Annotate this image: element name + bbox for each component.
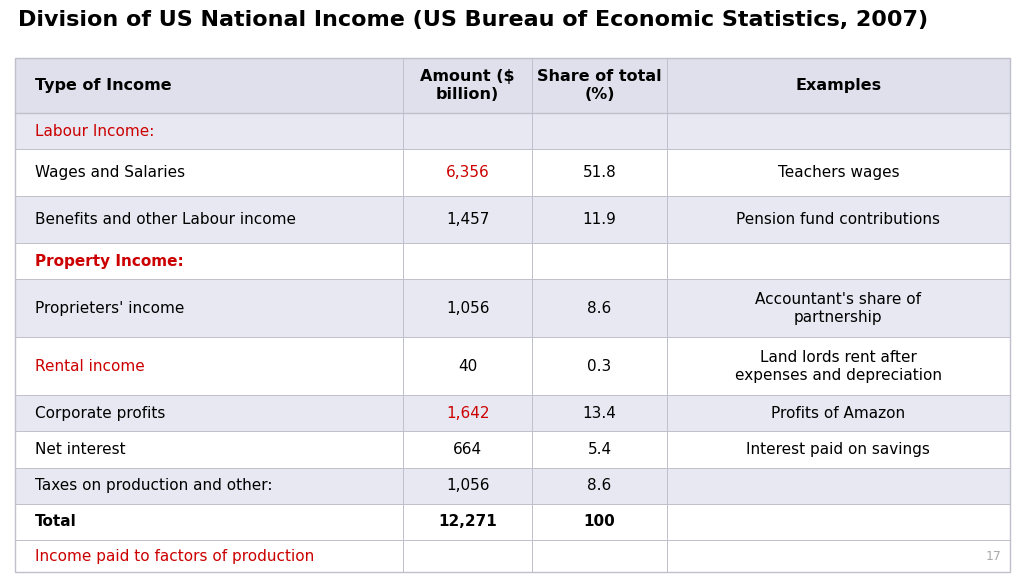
Text: Total: Total xyxy=(35,514,77,529)
Text: 1,642: 1,642 xyxy=(446,406,489,421)
Text: Accountant's share of
partnership: Accountant's share of partnership xyxy=(756,292,922,325)
Bar xyxy=(15,468,1010,504)
Text: 12,271: 12,271 xyxy=(438,514,497,529)
Bar xyxy=(15,504,1010,540)
Text: 13.4: 13.4 xyxy=(583,406,616,421)
Text: 8.6: 8.6 xyxy=(588,478,611,493)
Text: 17: 17 xyxy=(986,550,1002,563)
Text: Net interest: Net interest xyxy=(35,442,126,457)
Text: Land lords rent after
expenses and depreciation: Land lords rent after expenses and depre… xyxy=(735,350,942,382)
Bar xyxy=(15,113,1010,149)
Bar xyxy=(15,540,1010,572)
Text: 51.8: 51.8 xyxy=(583,165,616,180)
Text: Wages and Salaries: Wages and Salaries xyxy=(35,165,185,180)
Text: Income paid to factors of production: Income paid to factors of production xyxy=(35,548,314,563)
Text: Profits of Amazon: Profits of Amazon xyxy=(771,406,905,421)
Text: 6,356: 6,356 xyxy=(445,165,489,180)
Bar xyxy=(15,196,1010,243)
Text: Pension fund contributions: Pension fund contributions xyxy=(736,212,940,228)
Text: 40: 40 xyxy=(458,359,477,374)
Text: Examples: Examples xyxy=(796,78,882,93)
Text: Share of total
(%): Share of total (%) xyxy=(538,69,662,102)
Text: Amount ($
billion): Amount ($ billion) xyxy=(421,69,515,102)
Text: 100: 100 xyxy=(584,514,615,529)
Text: Property Income:: Property Income: xyxy=(35,254,183,269)
Text: 11.9: 11.9 xyxy=(583,212,616,228)
Text: 1,457: 1,457 xyxy=(446,212,489,228)
Bar xyxy=(15,243,1010,279)
Text: 664: 664 xyxy=(454,442,482,457)
Text: 1,056: 1,056 xyxy=(446,478,489,493)
Bar xyxy=(15,279,1010,338)
Text: Taxes on production and other:: Taxes on production and other: xyxy=(35,478,272,493)
Text: 5.4: 5.4 xyxy=(588,442,611,457)
Text: 0.3: 0.3 xyxy=(588,359,611,374)
Text: Labour Income:: Labour Income: xyxy=(35,124,155,139)
Bar xyxy=(15,58,1010,572)
Text: Benefits and other Labour income: Benefits and other Labour income xyxy=(35,212,296,228)
Text: Rental income: Rental income xyxy=(35,359,144,374)
Text: Corporate profits: Corporate profits xyxy=(35,406,165,421)
Text: Teachers wages: Teachers wages xyxy=(777,165,899,180)
Text: Type of Income: Type of Income xyxy=(35,78,172,93)
Bar xyxy=(15,395,1010,431)
Text: Division of US National Income (US Bureau of Economic Statistics, 2007): Division of US National Income (US Burea… xyxy=(18,10,928,30)
Bar xyxy=(15,58,1010,113)
Text: 8.6: 8.6 xyxy=(588,301,611,316)
Bar xyxy=(15,149,1010,196)
Text: 1,056: 1,056 xyxy=(446,301,489,316)
Text: Interest paid on savings: Interest paid on savings xyxy=(746,442,930,457)
Text: Proprieters' income: Proprieters' income xyxy=(35,301,184,316)
Bar xyxy=(15,338,1010,395)
Bar xyxy=(15,431,1010,468)
